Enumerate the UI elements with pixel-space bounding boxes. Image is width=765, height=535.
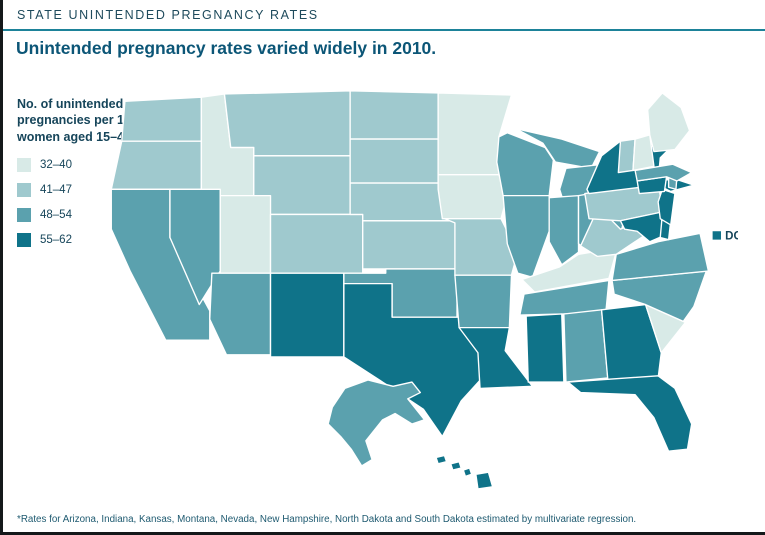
state-massachusetts [634,163,693,182]
state-arkansas [454,274,513,329]
state-virginia [611,232,710,282]
state-florida [567,375,693,452]
state-montana [223,90,351,157]
dc-marker [712,231,721,240]
state-oregon [110,140,203,191]
state-new-mexico [269,272,345,358]
state-nebraska [349,182,454,222]
state-new-hampshire [632,134,655,172]
legend-range: 48–54 [40,208,72,221]
page-title: Unintended pregnancy rates varied widely… [16,38,437,58]
dc-label: DC [725,231,738,243]
state-indiana [548,194,580,266]
legend-swatch [17,157,31,172]
legend-row: 55–62 [17,232,167,247]
state-hawaii-island-4 [475,471,494,490]
legend-swatch [17,207,31,222]
legend-row: 32–40 [17,157,167,172]
state-wisconsin [496,132,555,197]
state-iowa [437,173,508,220]
state-washington [121,96,203,142]
state-kansas [362,220,458,270]
state-colorado [269,213,364,274]
state-new-jersey [657,188,676,226]
us-choropleth-map: DC [110,90,738,490]
state-hawaii-island-3 [462,467,473,478]
state-hawaii-island-1 [435,454,448,465]
legend-swatch [17,232,31,247]
footnote: *Rates for Arizona, Indiana, Kansas, Mon… [17,514,637,525]
legend-swatch [17,182,31,197]
state-north-dakota [349,90,439,140]
state-texas [343,282,483,438]
eyebrow-title: STATE UNINTENDED PREGNANCY RATES [17,8,319,22]
header-rule [3,29,765,31]
legend-range: 32–40 [40,158,72,171]
state-georgia [600,303,662,381]
state-alabama [563,309,609,383]
state-mississippi [525,313,565,383]
state-maine [646,92,691,153]
legend-row: 48–54 [17,207,167,222]
state-hawaii-island-2 [450,461,462,471]
state-utah [219,194,272,274]
legend: No. of unintended pregnancies per 1,000 … [17,96,167,258]
state-south-dakota [349,138,439,184]
legend-row: 41–47 [17,182,167,197]
state-arizona [209,272,272,356]
legend-label: No. of unintended pregnancies per 1,000 … [17,97,149,144]
state-louisiana [458,326,534,390]
legend-range: 41–47 [40,183,72,196]
legend-range: 55–62 [40,233,72,246]
state-alaska [327,379,426,467]
